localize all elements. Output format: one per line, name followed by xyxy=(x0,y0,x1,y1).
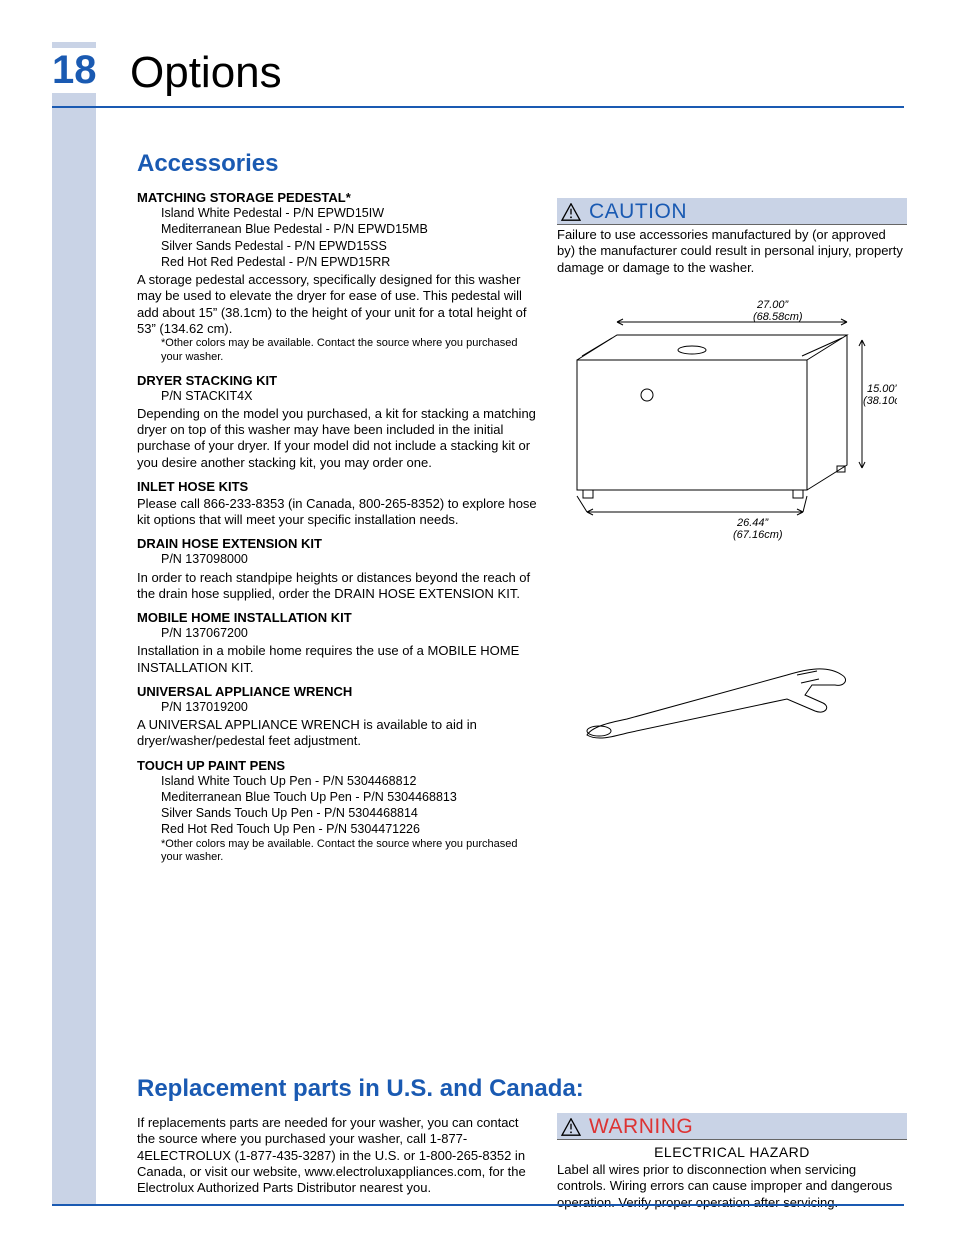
drain-body: In order to reach standpipe heights or d… xyxy=(137,570,537,603)
caution-body: Failure to use accessories manufactured … xyxy=(557,225,907,276)
warning-label: WARNING xyxy=(589,1115,693,1139)
paint-title: TOUCH UP PAINT PENS xyxy=(137,758,537,773)
paint-item: Island White Touch Up Pen - P/N 53044688… xyxy=(161,773,537,789)
dim-width-cm: (68.58cm) xyxy=(753,311,803,323)
pedestal-item: Island White Pedestal - P/N EPWD15IW xyxy=(161,205,537,221)
dim-depth-cm: (67.16cm) xyxy=(733,529,783,541)
drain-pn: P/N 137098000 xyxy=(161,551,537,567)
left-column: Accessories MATCHING STORAGE PEDESTAL* I… xyxy=(137,150,537,865)
title-underline xyxy=(52,106,904,108)
mobile-title: MOBILE HOME INSTALLATION KIT xyxy=(137,610,537,625)
footer-rule xyxy=(52,1204,904,1206)
alert-icon xyxy=(561,203,581,221)
accessories-heading: Accessories xyxy=(137,150,537,178)
stacking-title: DRYER STACKING KIT xyxy=(137,373,537,388)
side-band xyxy=(52,42,96,1206)
wrench-pn: P/N 137019200 xyxy=(161,699,537,715)
pedestal-item: Red Hot Red Pedestal - P/N EPWD15RR xyxy=(161,254,537,270)
page-number: 18 xyxy=(52,48,96,93)
inlet-body: Please call 866-233-8353 (in Canada, 800… xyxy=(137,496,537,529)
dim-depth: 26.44” xyxy=(736,517,770,529)
dim-height-cm: (38.10cm) xyxy=(863,395,897,407)
mobile-pn: P/N 137067200 xyxy=(161,625,537,641)
pedestal-diagram: 27.00” (68.58cm) 15.00” (38.10cm) 26.44”… xyxy=(557,300,907,575)
pedestal-item: Mediterranean Blue Pedestal - P/N EPWD15… xyxy=(161,221,537,237)
replacement-column: Replacement parts in U.S. and Canada: If… xyxy=(137,1075,537,1211)
wrench-diagram xyxy=(557,645,907,760)
pedestal-item: Silver Sands Pedestal - P/N EPWD15SS xyxy=(161,238,537,254)
pedestal-footnote: *Other colors may be available. Contact … xyxy=(161,337,537,365)
dim-height: 15.00” xyxy=(867,383,897,395)
caution-box: CAUTION xyxy=(557,198,907,225)
warning-box: WARNING xyxy=(557,1113,907,1140)
replacement-body: If replacements parts are needed for you… xyxy=(137,1115,537,1196)
warning-subheading: ELECTRICAL HAZARD xyxy=(557,1144,907,1160)
wrench-title: UNIVERSAL APPLIANCE WRENCH xyxy=(137,684,537,699)
paint-item: Mediterranean Blue Touch Up Pen - P/N 53… xyxy=(161,789,537,805)
pedestal-title: MATCHING STORAGE PEDESTAL* xyxy=(137,190,537,205)
mobile-body: Installation in a mobile home requires t… xyxy=(137,643,537,676)
stacking-pn: P/N STACKIT4X xyxy=(161,388,537,404)
paint-item: Silver Sands Touch Up Pen - P/N 53044688… xyxy=(161,805,537,821)
right-column: CAUTION Failure to use accessories manuf… xyxy=(557,150,907,865)
caution-label: CAUTION xyxy=(589,200,687,224)
paint-item: Red Hot Red Touch Up Pen - P/N 530447122… xyxy=(161,821,537,837)
warning-column: WARNING ELECTRICAL HAZARD Label all wire… xyxy=(557,1075,907,1211)
dim-width: 27.00” xyxy=(756,300,790,311)
pedestal-body: A storage pedestal accessory, specifical… xyxy=(137,272,537,337)
stacking-body: Depending on the model you purchased, a … xyxy=(137,406,537,471)
alert-icon xyxy=(561,1118,581,1136)
page-title: Options xyxy=(130,48,282,98)
inlet-title: INLET HOSE KITS xyxy=(137,479,537,494)
wrench-body: A UNIVERSAL APPLIANCE WRENCH is availabl… xyxy=(137,717,537,750)
paint-footnote: *Other colors may be available. Contact … xyxy=(161,838,537,866)
drain-title: DRAIN HOSE EXTENSION KIT xyxy=(137,536,537,551)
